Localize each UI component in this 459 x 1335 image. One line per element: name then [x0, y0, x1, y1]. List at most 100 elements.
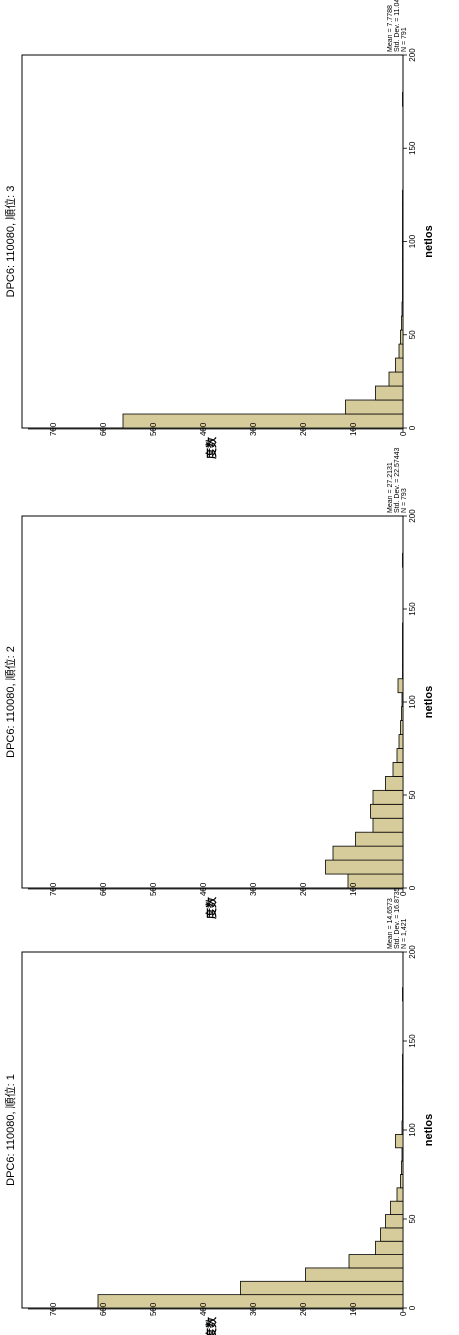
histogram-bar: [380, 1227, 404, 1242]
histogram-bar: [397, 678, 404, 694]
histogram-bar: [401, 1147, 404, 1162]
histogram-bar: [401, 1120, 404, 1135]
count-tick-label: 200: [299, 1302, 308, 1316]
histogram-bar: [402, 1107, 404, 1122]
histogram-bar: [402, 1067, 404, 1082]
histogram-bar: [401, 1160, 404, 1175]
count-tick-label: 100: [349, 882, 358, 896]
histogram-bar: [398, 343, 404, 359]
stats-line: Std. Dev. = 22.57443: [394, 447, 401, 513]
value-axis-title: netlos: [423, 225, 435, 257]
histogram-bar: [395, 357, 404, 373]
histogram-bar: [402, 217, 404, 233]
value-tick-label: 0: [408, 425, 417, 430]
panel-title: DPC6: 110080, 順位: 1: [3, 1074, 17, 1186]
histogram-bar: [372, 817, 404, 833]
histogram-bar: [398, 734, 404, 749]
histogram-bar: [402, 231, 404, 247]
count-tick-label: 0: [399, 1311, 408, 1316]
value-tick-label: 100: [408, 234, 417, 248]
count-tick-label: 700: [49, 422, 58, 436]
histogram-bar: [240, 1280, 404, 1296]
value-tick-label: 100: [408, 695, 417, 709]
value-tick-label: 200: [408, 509, 417, 523]
histogram-bar: [402, 664, 404, 680]
plot-frame: [21, 54, 404, 429]
count-tick-label: 300: [249, 882, 258, 896]
histogram-bar: [402, 259, 404, 275]
histogram-bar: [385, 776, 404, 791]
histogram-bar: [401, 692, 404, 708]
histogram-bar: [355, 831, 404, 847]
value-axis-title: netlos: [423, 1114, 435, 1146]
value-tick-label: 0: [408, 885, 417, 890]
count-tick-label: 100: [349, 422, 358, 436]
stats-line: N = 791: [401, 27, 408, 52]
value-axis-title: netlos: [423, 686, 435, 718]
count-tick-label: 400: [199, 422, 208, 436]
plot-frame: [21, 515, 404, 889]
histogram-bar: [396, 748, 404, 763]
histogram-bar: [396, 1187, 404, 1202]
histogram-bar: [305, 1267, 404, 1282]
histogram-bar: [395, 1134, 404, 1149]
count-tick-label: 500: [149, 882, 158, 896]
count-tick-label: 300: [249, 1302, 258, 1316]
histogram-bar: [402, 245, 404, 261]
histogram-bar: [325, 859, 404, 875]
histogram-bar: [388, 371, 404, 387]
histogram-bar: [402, 622, 404, 638]
count-tick-label: 200: [299, 422, 308, 436]
histogram-bar: [402, 650, 404, 666]
histogram-bar: [402, 1080, 404, 1095]
stats-line: Std. Dev. = 11.04698: [394, 0, 401, 52]
panel-title: DPC6: 110080, 順位: 2: [3, 646, 17, 758]
histogram-bar: [402, 91, 404, 107]
histogram-bar: [385, 1214, 404, 1229]
histogram-bar: [401, 706, 404, 722]
count-tick-label: 600: [99, 882, 108, 896]
histogram-bar: [390, 1200, 404, 1215]
count-tick-label: 200: [299, 882, 308, 896]
count-tick-label: 600: [99, 1302, 108, 1316]
value-tick-label: 150: [408, 141, 417, 155]
panel-title: DPC6: 110080, 順位: 3: [3, 186, 17, 298]
histogram-bar: [402, 552, 404, 568]
histogram-bar: [400, 329, 404, 345]
histogram-bar: [348, 1254, 404, 1269]
count-tick-label: 500: [149, 422, 158, 436]
value-tick-label: 50: [408, 1214, 417, 1223]
count-tick-label: 400: [199, 882, 208, 896]
value-tick-label: 100: [408, 1123, 417, 1137]
histogram-bar: [402, 273, 404, 289]
stats-line: Mean = 14.6573: [387, 898, 394, 949]
histogram-bar: [402, 1053, 404, 1069]
histogram-bar: [375, 1240, 404, 1255]
count-tick-label: 100: [349, 1302, 358, 1316]
histogram-bar: [345, 399, 404, 415]
stats-line: N = 1,421: [401, 918, 408, 949]
stats-line: N = 793: [401, 488, 408, 513]
count-tick-label: 600: [99, 422, 108, 436]
count-tick-label: 300: [249, 422, 258, 436]
histogram-bar: [402, 1094, 404, 1109]
value-tick-label: 50: [408, 330, 417, 339]
histogram-panel-3: 0 100 200 300 400 500 600 700 度数 0 50 100 150 200 netl…: [3, 0, 435, 459]
count-axis-title: 度数: [204, 436, 218, 459]
value-tick-label: 200: [408, 945, 417, 959]
histogram-bar: [372, 789, 404, 805]
count-tick-label: 0: [399, 431, 408, 436]
histogram-bar: [401, 301, 404, 317]
count-tick-label: 400: [199, 1302, 208, 1316]
stats-line: Std. Dev. = 16.87352: [394, 883, 401, 949]
histogram-bar: [402, 636, 404, 652]
histogram-bar: [400, 720, 404, 735]
histogram-bar: [401, 315, 404, 331]
histogram-bar: [402, 189, 404, 205]
count-tick-label: 700: [49, 1302, 58, 1316]
histogram-bar: [402, 203, 404, 219]
histogram-bar: [122, 413, 404, 429]
histogram-bar: [400, 1174, 404, 1189]
value-tick-label: 150: [408, 602, 417, 616]
